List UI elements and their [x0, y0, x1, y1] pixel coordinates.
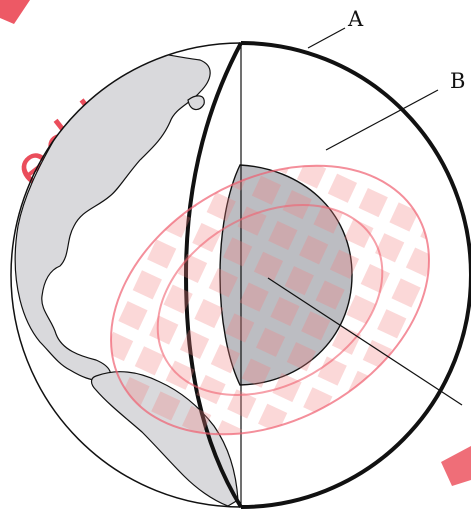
greenland-shape: [187, 95, 205, 111]
watermark-fragment-right: [441, 446, 471, 486]
leader-line-b: [325, 89, 439, 151]
globe-left-outline: [10, 42, 242, 508]
leader-lines: [267, 27, 463, 406]
north-america-shape: [14, 49, 211, 381]
leader-line-a: [307, 27, 346, 49]
label-b: B: [450, 69, 465, 93]
watermark-fragment-top: [0, 0, 30, 24]
leader-line-core: [267, 277, 463, 406]
label-a: A: [347, 7, 364, 31]
watermark-grid: [110, 164, 430, 436]
crust-outline: [240, 41, 471, 509]
